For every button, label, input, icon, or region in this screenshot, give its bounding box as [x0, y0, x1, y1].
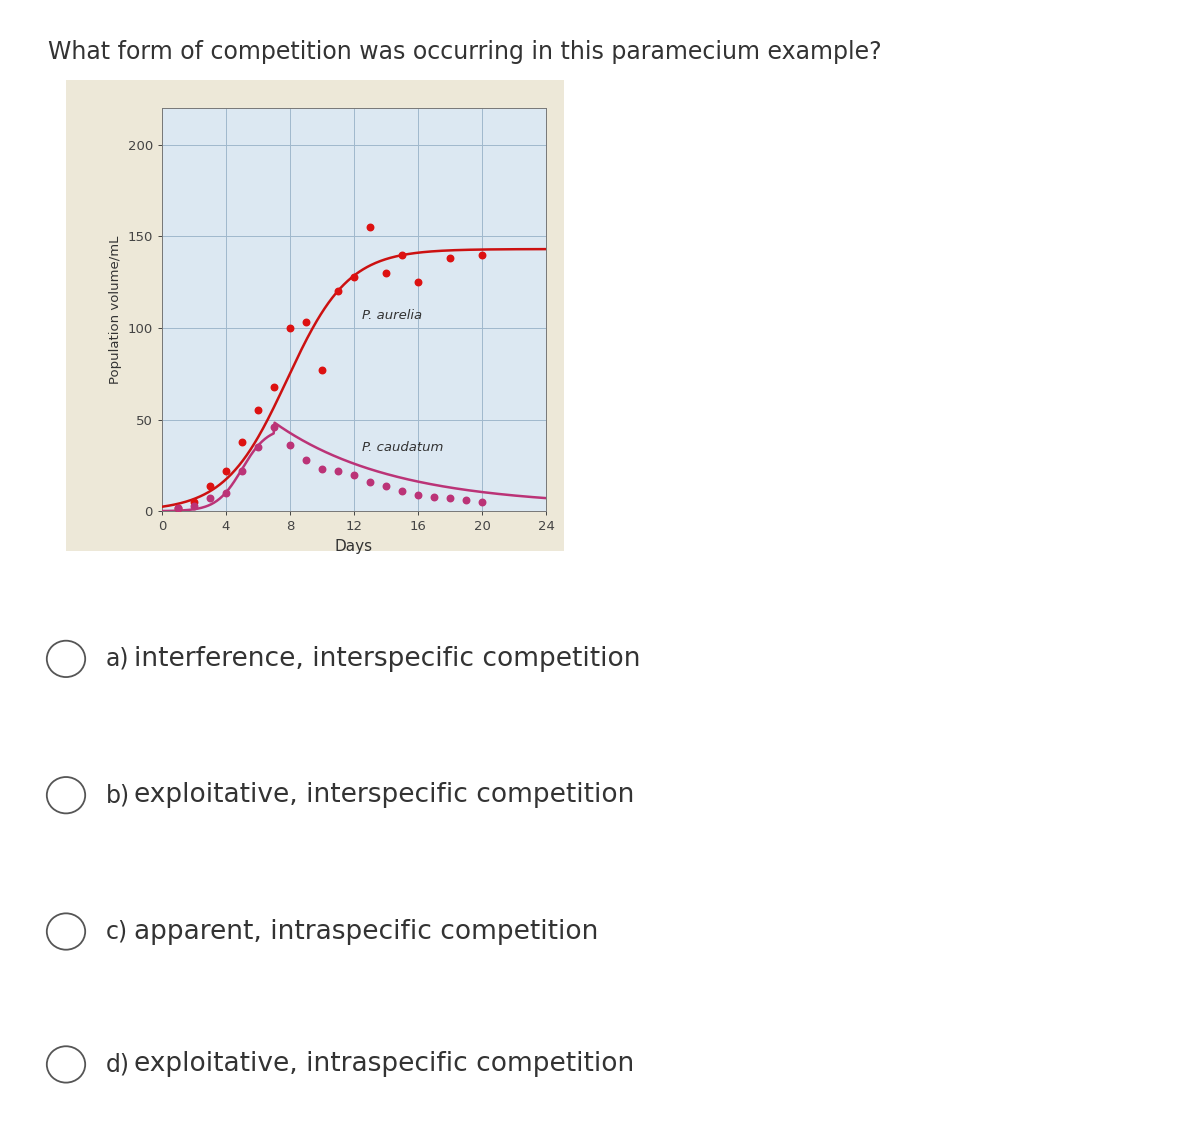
Point	[440, 490, 460, 508]
Point	[216, 461, 235, 479]
Point	[440, 249, 460, 267]
Point	[233, 433, 252, 451]
Text: interference, interspecific competition: interference, interspecific competition	[134, 646, 641, 671]
Point	[473, 245, 492, 264]
Point	[377, 476, 396, 494]
Point	[312, 361, 331, 379]
Point	[200, 490, 220, 508]
Point	[264, 418, 283, 436]
Text: exploitative, intraspecific competition: exploitative, intraspecific competition	[134, 1052, 635, 1077]
Point	[425, 487, 444, 506]
Point	[392, 245, 412, 264]
Point	[377, 264, 396, 282]
Text: exploitative, interspecific competition: exploitative, interspecific competition	[134, 783, 635, 808]
Point	[473, 493, 492, 511]
Point	[168, 499, 187, 517]
Point	[248, 401, 268, 419]
Point	[344, 267, 364, 285]
Point	[185, 496, 204, 515]
Point	[329, 282, 348, 300]
Point	[408, 485, 427, 503]
Point	[296, 314, 316, 332]
Point	[408, 273, 427, 291]
Text: d): d)	[106, 1052, 130, 1077]
Point	[248, 438, 268, 457]
Point	[329, 461, 348, 479]
X-axis label: Days: Days	[335, 538, 373, 553]
Text: b): b)	[106, 783, 130, 808]
Point	[216, 484, 235, 502]
Point	[344, 466, 364, 484]
Point	[456, 491, 475, 509]
Text: a): a)	[106, 646, 130, 671]
Point	[264, 377, 283, 395]
Point	[233, 461, 252, 479]
Text: What form of competition was occurring in this paramecium example?: What form of competition was occurring i…	[48, 40, 882, 64]
Y-axis label: Population volume/mL: Population volume/mL	[109, 235, 122, 384]
Point	[281, 319, 300, 337]
Point	[185, 493, 204, 511]
Point	[312, 460, 331, 478]
Point	[360, 218, 379, 236]
Text: apparent, intraspecific competition: apparent, intraspecific competition	[134, 919, 599, 944]
Point	[392, 482, 412, 500]
Point	[360, 473, 379, 491]
Point	[168, 499, 187, 517]
Point	[200, 476, 220, 494]
Point	[296, 451, 316, 469]
Text: P. aurelia: P. aurelia	[362, 309, 422, 321]
Text: P. caudatum: P. caudatum	[362, 441, 443, 453]
Point	[281, 436, 300, 454]
Text: c): c)	[106, 919, 127, 944]
